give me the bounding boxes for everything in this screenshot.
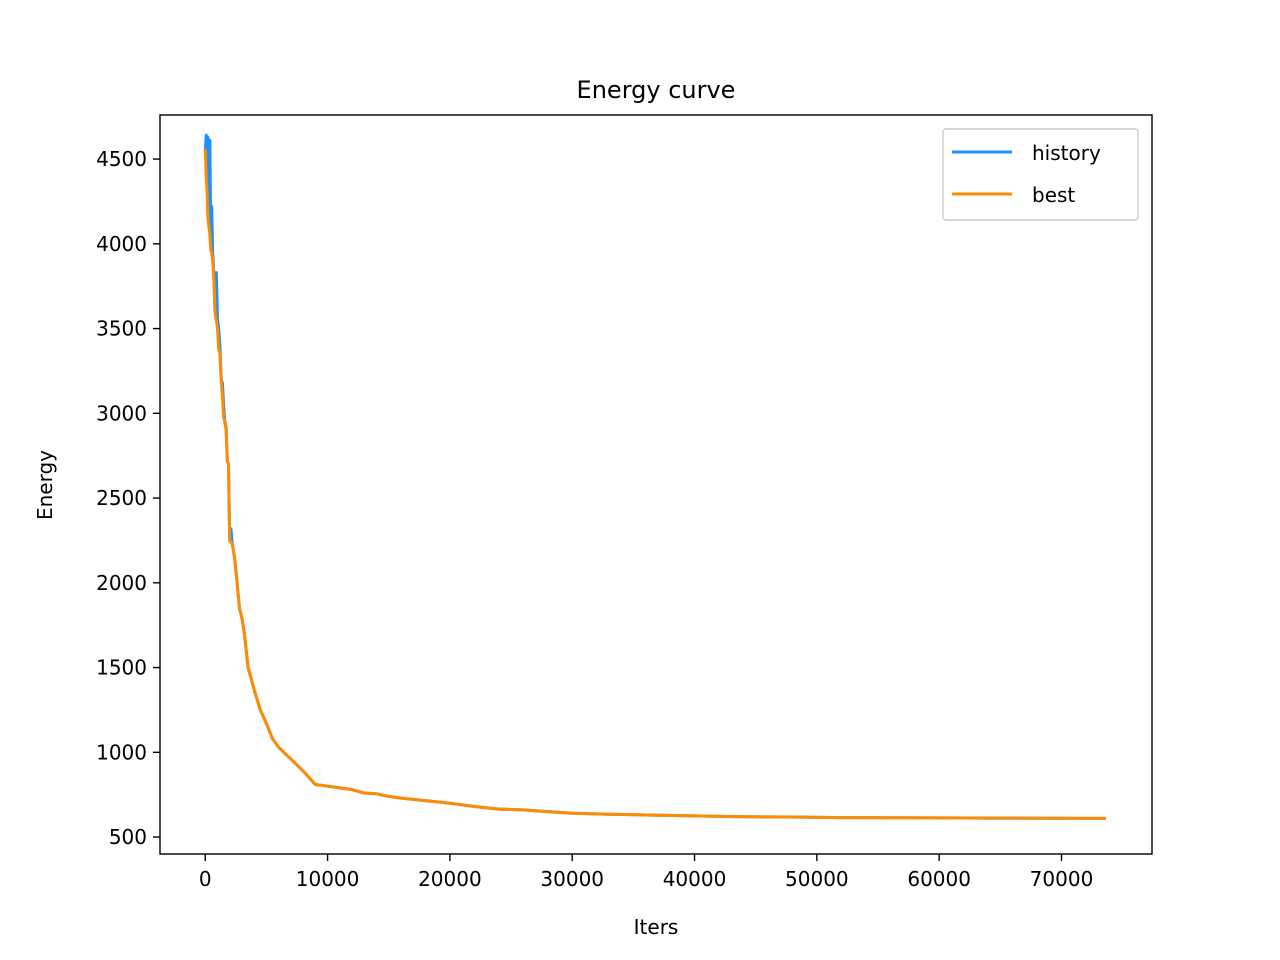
y-tick-label: 1000 — [96, 740, 147, 764]
chart-title: Energy curve — [577, 76, 736, 104]
x-tick-label: 40000 — [663, 867, 727, 891]
y-tick-label: 2000 — [96, 571, 147, 595]
x-tick-label: 20000 — [418, 867, 482, 891]
series-line-best — [203, 149, 1106, 820]
y-tick-label: 1500 — [96, 656, 147, 680]
series-layer — [203, 133, 1106, 820]
plot-frame — [159, 114, 1153, 855]
legend-label-history: history — [1032, 141, 1101, 165]
y-tick-label: 3000 — [96, 401, 147, 425]
x-tick-label: 10000 — [296, 867, 360, 891]
legend: history best — [942, 128, 1139, 221]
y-tick-label: 4000 — [96, 232, 147, 256]
x-tick-label: 60000 — [907, 867, 971, 891]
y-axis: 500 1000 1500 2000 2500 3000 3500 4000 4500 — [96, 147, 160, 849]
y-tick-label: 2500 — [96, 486, 147, 510]
x-tick-label: 70000 — [1030, 867, 1094, 891]
y-tick-label: 4500 — [96, 147, 147, 171]
x-axis: 0 10000 20000 30000 40000 50000 60000 70000 — [199, 854, 1093, 891]
legend-label-best: best — [1032, 183, 1075, 207]
y-axis-title: Energy — [33, 450, 57, 520]
y-tick-label: 500 — [109, 825, 147, 849]
x-axis-title: Iters — [634, 915, 679, 939]
x-tick-label: 30000 — [540, 867, 604, 891]
x-tick-label: 50000 — [785, 867, 849, 891]
x-tick-label: 0 — [199, 867, 212, 891]
y-tick-label: 3500 — [96, 317, 147, 341]
